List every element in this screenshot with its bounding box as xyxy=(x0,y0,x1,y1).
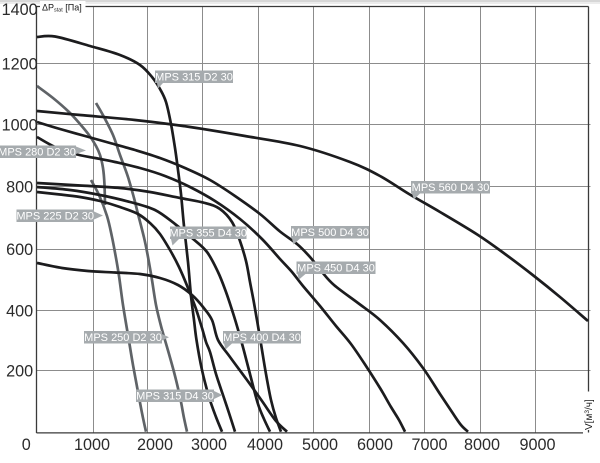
svg-text:MPS 355 D4 30: MPS 355 D4 30 xyxy=(169,228,247,240)
svg-text:600: 600 xyxy=(6,241,33,259)
svg-text:MPS 280 D2 30: MPS 280 D2 30 xyxy=(0,147,76,159)
svg-text:MPS 315 D4 30: MPS 315 D4 30 xyxy=(136,391,214,403)
svg-text:7000: 7000 xyxy=(411,436,447,454)
svg-text:1000: 1000 xyxy=(74,436,110,454)
svg-text:MPS 400 D4 30: MPS 400 D4 30 xyxy=(223,332,301,344)
svg-text:3000: 3000 xyxy=(191,436,227,454)
svg-text:6000: 6000 xyxy=(357,436,393,454)
svg-text:1400: 1400 xyxy=(2,1,38,19)
svg-text:1200: 1200 xyxy=(2,56,38,74)
svg-text:4000: 4000 xyxy=(247,436,283,454)
svg-text:800: 800 xyxy=(6,179,33,197)
svg-text:MPS 315 D2 30: MPS 315 D2 30 xyxy=(155,72,233,84)
svg-text:MPS 560 D4 30: MPS 560 D4 30 xyxy=(412,182,490,194)
svg-text:0: 0 xyxy=(22,436,31,454)
svg-text:MPS 225 D2 30: MPS 225 D2 30 xyxy=(16,211,94,223)
svg-text:2000: 2000 xyxy=(137,436,173,454)
svg-text:MPS 500 D4 30: MPS 500 D4 30 xyxy=(291,227,369,239)
svg-text:400: 400 xyxy=(6,302,33,320)
svg-text:200: 200 xyxy=(6,362,33,380)
svg-text:MPS 450 D4 30: MPS 450 D4 30 xyxy=(297,263,375,275)
svg-text:V[м3/ч]: V[м3/ч] xyxy=(584,399,595,430)
svg-text:5000: 5000 xyxy=(302,436,338,454)
svg-text:8000: 8000 xyxy=(464,436,500,454)
svg-text:ΔPstat [Па]: ΔPstat [Па] xyxy=(42,2,82,13)
svg-text:9000: 9000 xyxy=(519,436,555,454)
svg-text:MPS 250 D2 30: MPS 250 D2 30 xyxy=(84,332,162,344)
svg-text:1000: 1000 xyxy=(2,116,38,134)
